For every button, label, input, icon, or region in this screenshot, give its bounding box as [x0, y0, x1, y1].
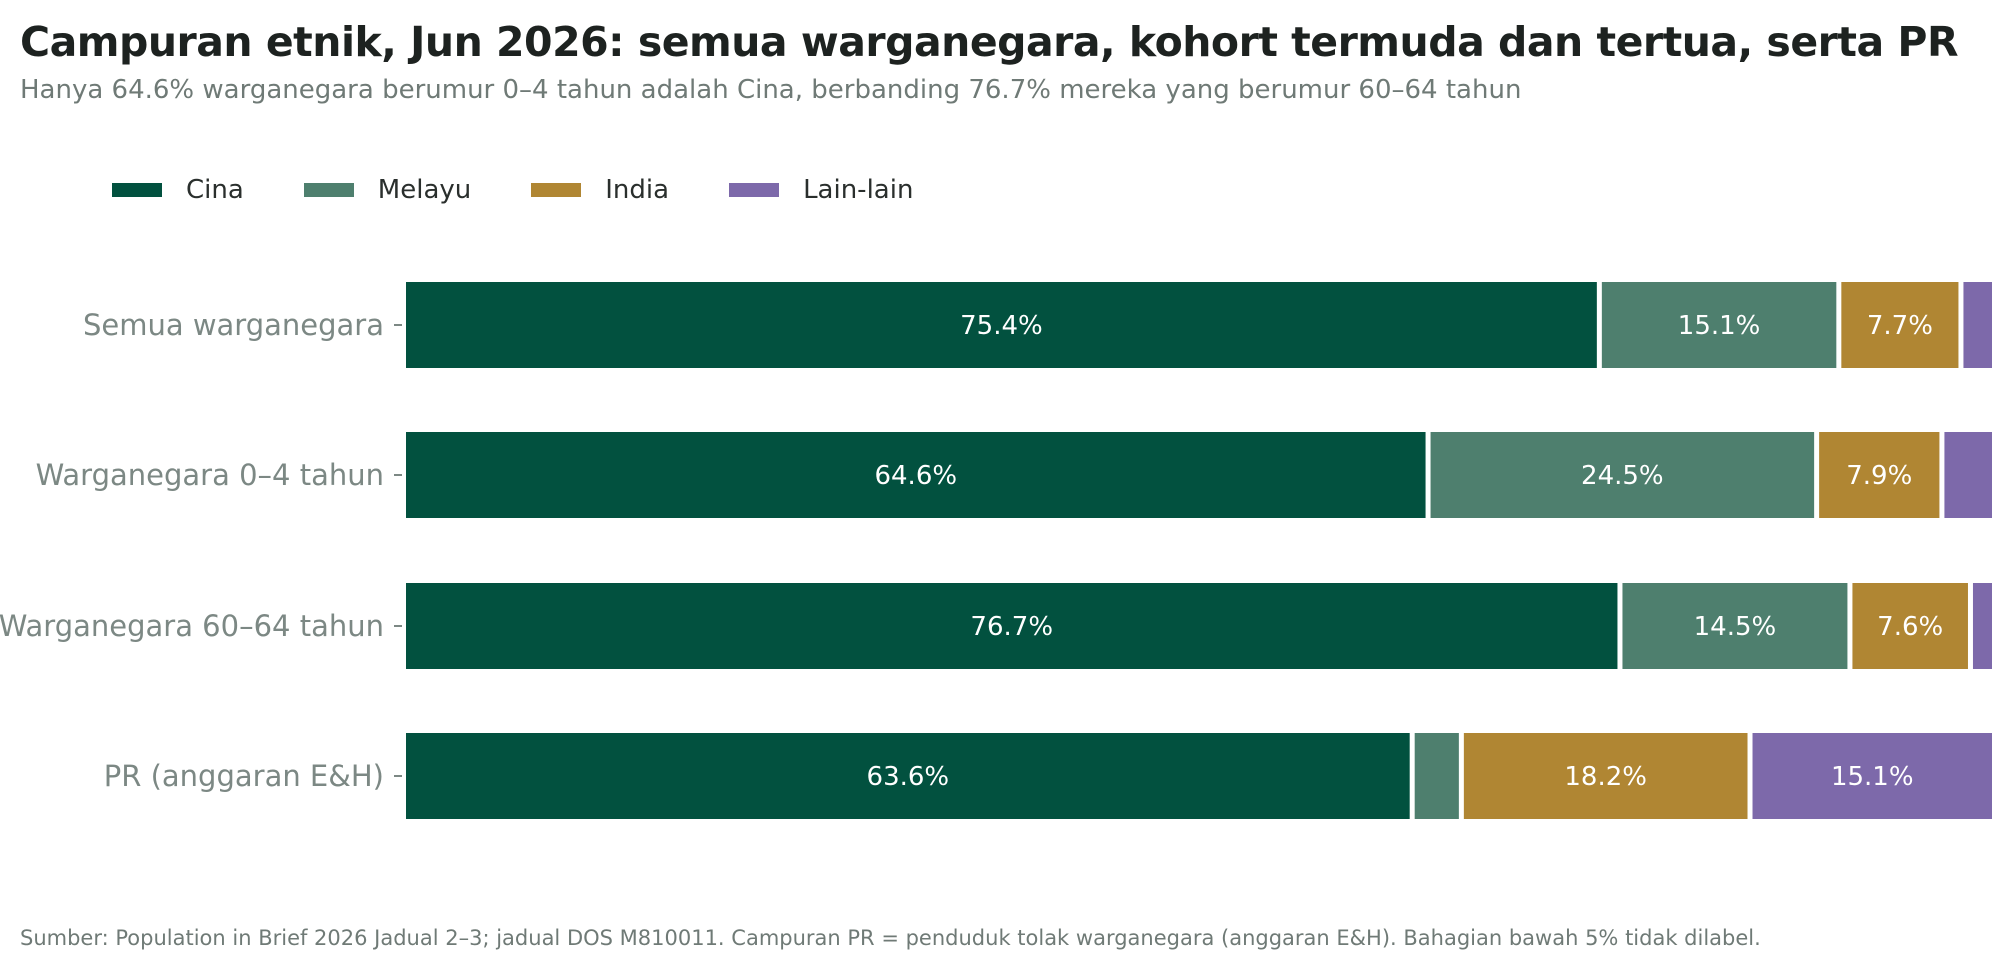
category-label-warganegara-0-4-tahun: Warganegara 0–4 tahun — [36, 458, 384, 492]
bar-label-india-pr-anggaran-e-h: 18.2% — [1564, 762, 1647, 792]
legend-label-cina: Cina — [186, 175, 244, 205]
legend: Cina Melayu India Lain-lain — [112, 175, 973, 205]
legend-item-melayu: Melayu — [303, 175, 472, 205]
bar-india-warganegara-0-4-tahun — [1819, 432, 1940, 518]
bar-india-pr-anggaran-e-h — [1463, 733, 1748, 819]
bar-melayu-semua-warganegara — [1601, 282, 1837, 368]
legend-item-lain-lain: Lain-lain — [729, 175, 913, 205]
bar-label-india-warganegara-0-4-tahun: 7.9% — [1846, 461, 1912, 491]
legend-label-melayu: Melayu — [377, 175, 472, 205]
bar-cina-semua-warganegara — [406, 282, 1597, 368]
category-label-warganegara-60-64-tahun: Warganegara 60–64 tahun — [0, 609, 384, 643]
bar-melayu-pr-anggaran-e-h — [1414, 733, 1459, 819]
bar-label-cina-warganegara-60-64-tahun: 76.7% — [970, 612, 1053, 642]
bar-lain-lain-pr-anggaran-e-h — [1752, 733, 1992, 819]
category-label-semua-warganegara: Semua warganegara — [83, 308, 384, 342]
bar-label-melayu-warganegara-60-64-tahun: 14.5% — [1694, 612, 1777, 642]
bar-lain-lain-warganegara-0-4-tahun — [1944, 432, 1992, 518]
legend-item-cina: Cina — [112, 175, 244, 205]
bar-cina-pr-anggaran-e-h — [406, 733, 1410, 819]
chart-title: Campuran etnik, Jun 2026: semua warganeg… — [20, 18, 1959, 66]
legend-item-india: India — [531, 175, 669, 205]
bar-india-warganegara-60-64-tahun — [1852, 583, 1968, 669]
bar-cina-warganegara-0-4-tahun — [406, 432, 1426, 518]
legend-swatch-india — [531, 183, 582, 197]
legend-swatch-melayu — [303, 183, 354, 197]
bar-lain-lain-semua-warganegara — [1963, 282, 1992, 368]
category-label-pr-anggaran-e-h: PR (anggaran E&H) — [104, 759, 384, 793]
bar-label-cina-warganegara-0-4-tahun: 64.6% — [874, 461, 957, 491]
legend-swatch-cina — [112, 183, 162, 197]
bar-label-melayu-semua-warganegara: 15.1% — [1678, 311, 1761, 341]
legend-label-lain-lain: Lain-lain — [803, 175, 914, 205]
chart-subtitle: Hanya 64.6% warganegara berumur 0–4 tahu… — [20, 75, 1522, 105]
bar-label-melayu-warganegara-0-4-tahun: 24.5% — [1581, 461, 1664, 491]
bar-label-cina-semua-warganegara: 75.4% — [960, 311, 1043, 341]
bar-label-india-semua-warganegara: 7.7% — [1867, 311, 1933, 341]
bar-label-india-warganegara-60-64-tahun: 7.6% — [1877, 612, 1943, 642]
bar-cina-warganegara-60-64-tahun — [406, 583, 1618, 669]
bar-melayu-warganegara-0-4-tahun — [1430, 432, 1815, 518]
bar-label-cina-pr-anggaran-e-h: 63.6% — [867, 762, 950, 792]
footnote: Sumber: Population in Brief 2026 Jadual … — [20, 926, 1761, 950]
legend-label-india: India — [605, 175, 670, 205]
legend-swatch-lain-lain — [729, 183, 780, 197]
bar-label-lain-lain-pr-anggaran-e-h: 15.1% — [1831, 762, 1914, 792]
bar-melayu-warganegara-60-64-tahun — [1622, 583, 1848, 669]
bar-india-semua-warganegara — [1841, 282, 1959, 368]
bar-lain-lain-warganegara-60-64-tahun — [1972, 583, 1992, 669]
